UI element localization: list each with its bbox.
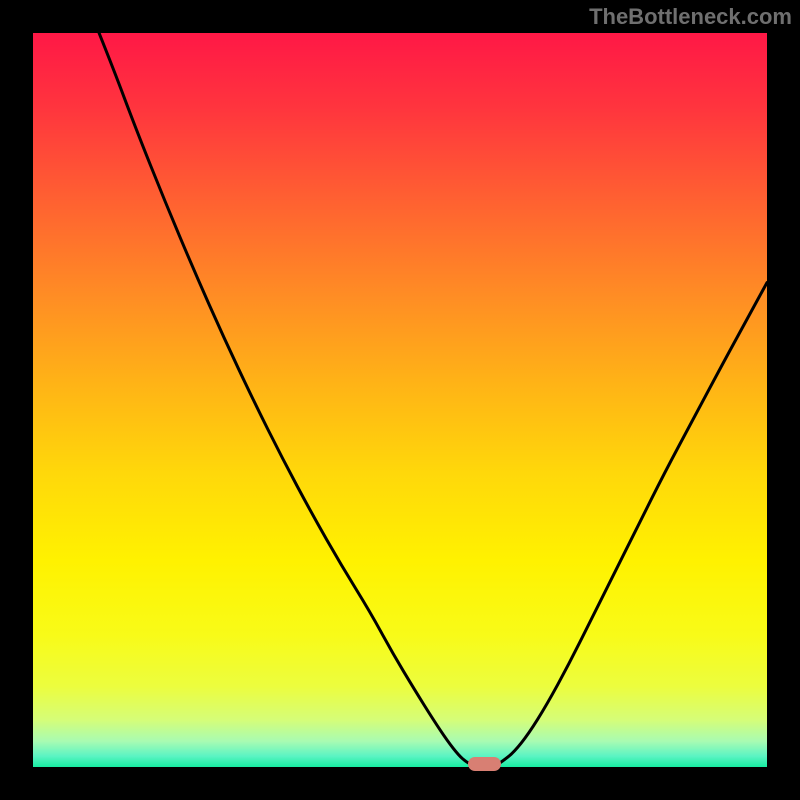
chart-frame: TheBottleneck.com: [0, 0, 800, 800]
optimum-marker: [468, 757, 502, 771]
attribution-text: TheBottleneck.com: [589, 4, 792, 30]
gradient-background: [33, 33, 767, 767]
plot-area: [33, 33, 767, 767]
